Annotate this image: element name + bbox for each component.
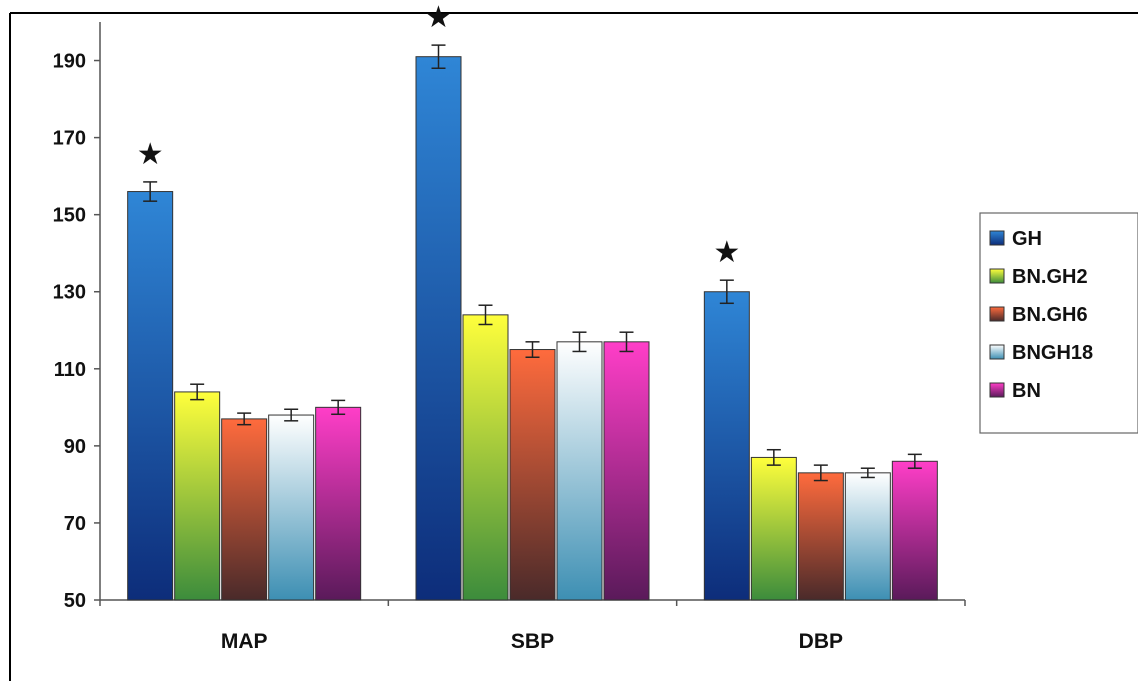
legend-box <box>979 212 1138 434</box>
error-bar <box>431 44 446 69</box>
y-tick-label: 90 <box>64 436 86 458</box>
legend-label: BN.GH6 <box>1012 304 1088 326</box>
bar-bngh2-map <box>174 391 221 601</box>
error-bar <box>237 412 252 426</box>
y-tick-label: 110 <box>54 359 86 381</box>
significance-star: ★ <box>713 236 740 269</box>
bar-bn-sbp <box>603 341 650 601</box>
error-bar <box>331 399 346 416</box>
x-tick-label-map: MAP <box>221 630 268 653</box>
bar-bngh18-map <box>268 414 315 601</box>
y-tick-label: 130 <box>53 282 86 304</box>
error-bar <box>284 408 299 422</box>
bar-gh-sbp <box>415 56 462 601</box>
error-bar <box>190 383 205 401</box>
bar-bngh6-dbp <box>797 472 844 601</box>
error-bar <box>766 448 781 466</box>
legend-label: BN <box>1012 380 1041 402</box>
error-bar <box>619 331 634 353</box>
error-bar <box>572 331 587 353</box>
bar-bn-dbp <box>891 460 938 601</box>
axes: 50 70 90 110 130 150 170 190 MAP SBP DBP <box>53 22 966 653</box>
bar-bngh6-map <box>221 418 268 601</box>
legend-item: BN.GH2 <box>989 266 1088 288</box>
significance-star: ★ <box>137 138 164 171</box>
bar-bngh18-sbp <box>556 341 603 601</box>
bars-group: ★ ★ ★ <box>127 1 938 601</box>
error-bar <box>478 304 493 326</box>
legend-label: BN.GH2 <box>1012 266 1088 288</box>
legend-label: BNGH18 <box>1012 342 1093 364</box>
bar-bngh6-sbp <box>509 349 556 601</box>
error-bar <box>813 464 828 482</box>
legend-swatch <box>989 268 1005 284</box>
legend-swatch <box>989 306 1005 322</box>
legend-swatch <box>989 382 1005 398</box>
y-tick-label: 70 <box>64 513 86 535</box>
legend-item: BN.GH6 <box>989 304 1088 326</box>
y-tick-label: 170 <box>53 128 86 150</box>
legend-label: GH <box>1012 228 1042 250</box>
x-tick-label-dbp: DBP <box>799 630 843 653</box>
error-bar <box>907 453 922 469</box>
bar-bngh18-dbp <box>844 472 891 601</box>
error-bar <box>525 341 540 358</box>
legend-item: BNGH18 <box>989 342 1093 364</box>
x-tick-label-sbp: SBP <box>511 630 554 653</box>
error-bar <box>143 181 158 202</box>
bar-bn-map <box>315 406 362 601</box>
bar-gh-map <box>127 191 174 601</box>
legend: GH BN.GH2 BN.GH6 BNGH18 BN <box>979 212 1138 434</box>
error-bar <box>860 467 875 479</box>
error-bar <box>719 279 734 305</box>
bar-gh-dbp <box>703 291 750 601</box>
y-tick-label: 150 <box>53 205 86 227</box>
legend-item: GH <box>989 228 1042 250</box>
legend-swatch <box>989 344 1005 360</box>
y-tick-label: 50 <box>64 590 86 612</box>
bar-bngh2-dbp <box>750 456 797 601</box>
y-tick-label: 190 <box>53 51 86 73</box>
legend-swatch <box>989 230 1005 246</box>
legend-item: BN <box>989 380 1041 402</box>
bar-bngh2-sbp <box>462 314 509 601</box>
significance-star: ★ <box>425 1 452 34</box>
